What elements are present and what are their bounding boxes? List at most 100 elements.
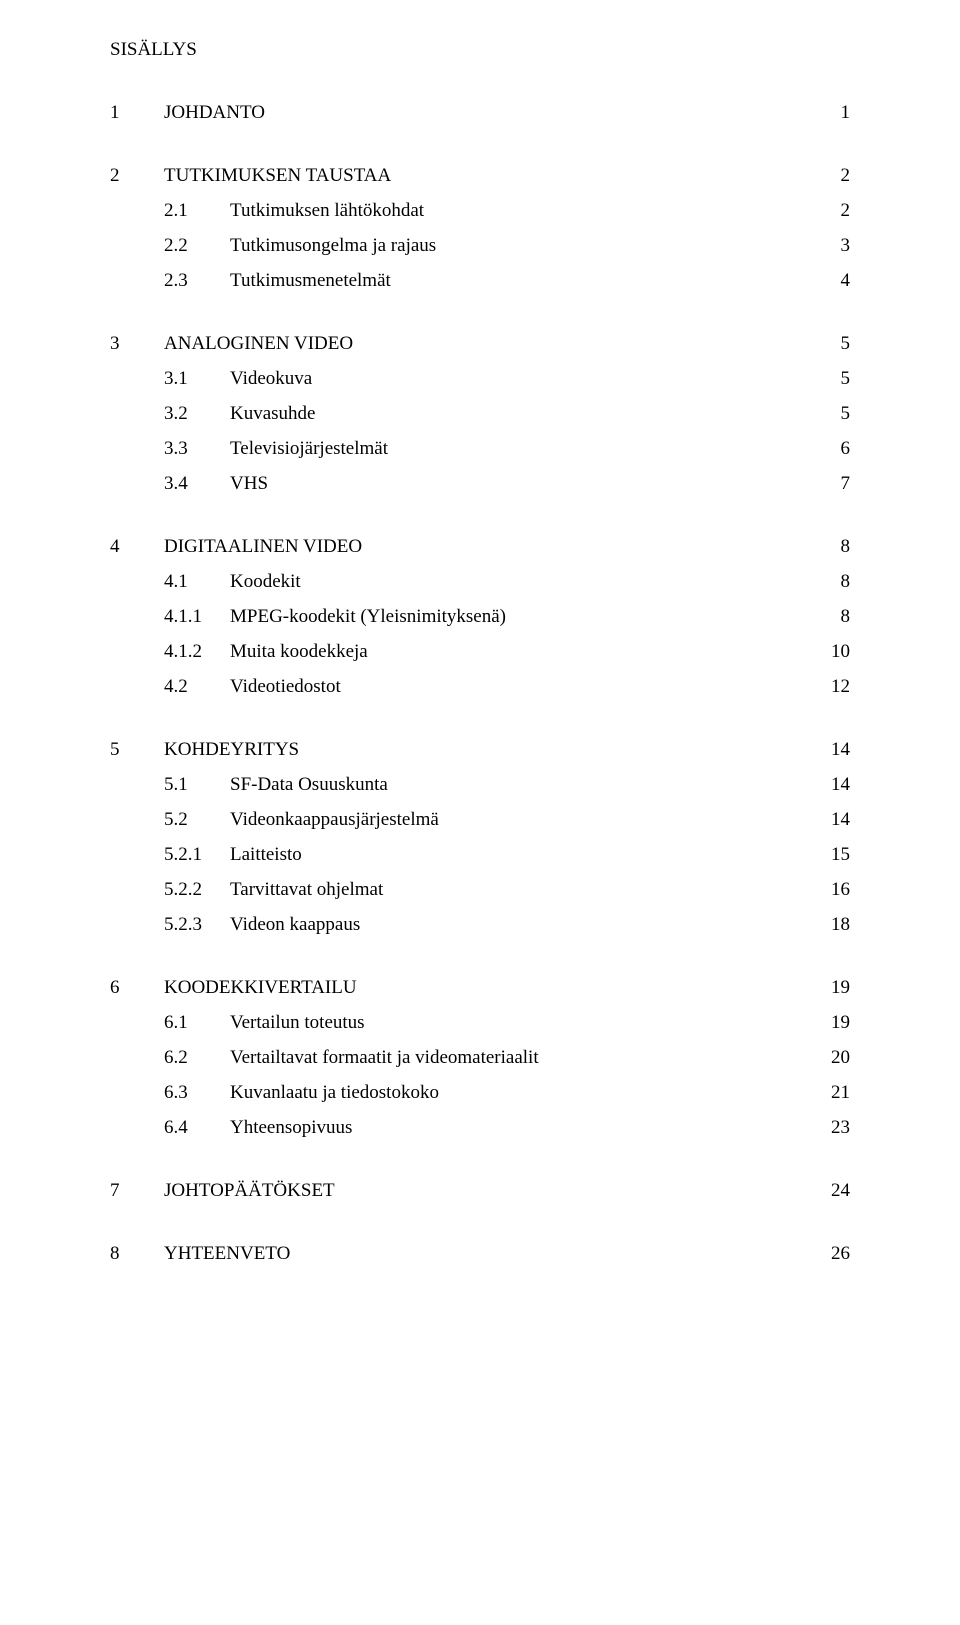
toc-title: SF-Data Osuuskunta (230, 775, 388, 794)
toc-title: Kuvasuhde (230, 404, 315, 423)
toc-number: 6 (110, 978, 164, 997)
toc-entry: 4.2Videotiedostot 12 (110, 677, 850, 696)
toc-entry: 1 JOHDANTO 1 (110, 103, 850, 122)
toc-page-number: 5 (822, 404, 850, 423)
toc-block: 2 TUTKIMUKSEN TAUSTAA 2 2.1Tutkimuksen lä… (110, 166, 850, 290)
toc-page-number: 8 (822, 537, 850, 556)
toc-title: Tutkimusongelma ja rajaus (230, 236, 436, 255)
toc-title: TUTKIMUKSEN TAUSTAA (164, 166, 391, 185)
toc-title: MPEG-koodekit (Yleisnimityksenä) (230, 607, 506, 626)
toc-block: 8YHTEENVETO 26 (110, 1244, 850, 1263)
toc-block: 5KOHDEYRITYS 14 5.1SF-Data Osuuskunta 14… (110, 740, 850, 934)
toc-page-number: 21 (822, 1083, 850, 1102)
toc-page-number: 14 (822, 775, 850, 794)
toc-entry: 3.2Kuvasuhde 5 (110, 404, 850, 423)
toc-title: YHTEENVETO (164, 1244, 290, 1263)
toc-page-number: 10 (822, 642, 850, 661)
toc-title: Televisiojärjestelmät (230, 439, 388, 458)
toc-title: Vertailtavat formaatit ja videomateriaal… (230, 1048, 539, 1067)
toc-entry: 6.3Kuvanlaatu ja tiedostokoko 21 (110, 1083, 850, 1102)
toc-number: 4.2 (164, 677, 230, 696)
toc-page-number: 20 (822, 1048, 850, 1067)
toc-entry: 2TUTKIMUKSEN TAUSTAA 2 (110, 166, 850, 185)
toc-entry: 5.1SF-Data Osuuskunta 14 (110, 775, 850, 794)
toc-block: 6KOODEKKIVERTAILU 19 6.1Vertailun toteut… (110, 978, 850, 1137)
toc-number: 6.1 (164, 1013, 230, 1032)
toc-title: Laitteisto (230, 845, 302, 864)
toc-title: VHS (230, 474, 268, 493)
toc-number: 4.1 (164, 572, 230, 591)
toc-page-number: 18 (822, 915, 850, 934)
toc-number: 2.2 (164, 236, 230, 255)
toc-entry: 2.2Tutkimusongelma ja rajaus 3 (110, 236, 850, 255)
toc-number: 6.3 (164, 1083, 230, 1102)
toc-entry: 2.3Tutkimusmenetelmät 4 (110, 271, 850, 290)
toc-entry: 4DIGITAALINEN VIDEO 8 (110, 537, 850, 556)
toc-number: 2.3 (164, 271, 230, 290)
toc-title: Yhteensopivuus (230, 1118, 352, 1137)
toc-page-number: 16 (822, 880, 850, 899)
toc-heading: SISÄLLYS (110, 40, 850, 59)
toc-entry: 5.2.3Videon kaappaus 18 (110, 915, 850, 934)
toc-number: 5.2.3 (164, 915, 230, 934)
toc-entry: 6.4Yhteensopivuus 23 (110, 1118, 850, 1137)
toc-number: 5.2 (164, 810, 230, 829)
toc-number: 3.3 (164, 439, 230, 458)
toc-number: 3.2 (164, 404, 230, 423)
toc-number: 6.2 (164, 1048, 230, 1067)
toc-page-number: 26 (822, 1244, 850, 1263)
toc-entry: 5.2.2Tarvittavat ohjelmat 16 (110, 880, 850, 899)
toc-entry: 3.3Televisiojärjestelmät 6 (110, 439, 850, 458)
toc-page-number: 6 (822, 439, 850, 458)
toc-entry: 5KOHDEYRITYS 14 (110, 740, 850, 759)
toc-number: 5.1 (164, 775, 230, 794)
toc-entry: 4.1Koodekit 8 (110, 572, 850, 591)
toc-page-number: 1 (822, 103, 850, 122)
toc-page-number: 19 (822, 1013, 850, 1032)
toc-number: 5 (110, 740, 164, 759)
toc-title: Videon kaappaus (230, 915, 360, 934)
toc-entry: 7JOHTOPÄÄTÖKSET 24 (110, 1181, 850, 1200)
toc-page-number: 15 (822, 845, 850, 864)
toc-title: Tutkimuksen lähtökohdat (230, 201, 424, 220)
toc-entry: 5.2Videonkaappausjärjestelmä 14 (110, 810, 850, 829)
toc-number: 4.1.1 (164, 607, 230, 626)
toc-page-number: 7 (822, 474, 850, 493)
toc-number: 7 (110, 1181, 164, 1200)
toc-entry: 2.1Tutkimuksen lähtökohdat 2 (110, 201, 850, 220)
toc-entry: 3.4VHS 7 (110, 474, 850, 493)
toc-page-number: 24 (822, 1181, 850, 1200)
toc-number: 5.2.1 (164, 845, 230, 864)
toc-entry: 6.2Vertailtavat formaatit ja videomateri… (110, 1048, 850, 1067)
toc-title: Tutkimusmenetelmät (230, 271, 391, 290)
toc-block: 3ANALOGINEN VIDEO 5 3.1Videokuva 5 3.2Ku… (110, 334, 850, 493)
toc-title: JOHTOPÄÄTÖKSET (164, 1181, 335, 1200)
toc-entry: 3.1Videokuva 5 (110, 369, 850, 388)
toc-title: JOHDANTO (164, 103, 265, 122)
toc-page-number: 5 (822, 334, 850, 353)
toc-entry: 5.2.1Laitteisto 15 (110, 845, 850, 864)
toc-title: Videotiedostot (230, 677, 341, 696)
toc-title: Videonkaappausjärjestelmä (230, 810, 439, 829)
toc-page-number: 4 (822, 271, 850, 290)
toc-title: KOODEKKIVERTAILU (164, 978, 357, 997)
toc-title: Tarvittavat ohjelmat (230, 880, 383, 899)
toc-number: 2.1 (164, 201, 230, 220)
toc-block: 4DIGITAALINEN VIDEO 8 4.1Koodekit 8 4.1.… (110, 537, 850, 696)
toc-number: 5.2.2 (164, 880, 230, 899)
toc-title: KOHDEYRITYS (164, 740, 299, 759)
toc-block: 1 JOHDANTO 1 (110, 103, 850, 122)
toc-page-number: 2 (822, 201, 850, 220)
toc-title: Muita koodekkeja (230, 642, 368, 661)
toc-page: SISÄLLYS 1 JOHDANTO 1 2 TUTKIMUKSEN TAUST… (0, 0, 960, 1347)
toc-page-number: 3 (822, 236, 850, 255)
toc-number: 6.4 (164, 1118, 230, 1137)
toc-number: 3 (110, 334, 164, 353)
toc-number: 3.4 (164, 474, 230, 493)
toc-page-number: 2 (822, 166, 850, 185)
toc-title: DIGITAALINEN VIDEO (164, 537, 362, 556)
toc-title: ANALOGINEN VIDEO (164, 334, 353, 353)
toc-page-number: 14 (822, 740, 850, 759)
toc-title: Videokuva (230, 369, 312, 388)
toc-page-number: 23 (822, 1118, 850, 1137)
